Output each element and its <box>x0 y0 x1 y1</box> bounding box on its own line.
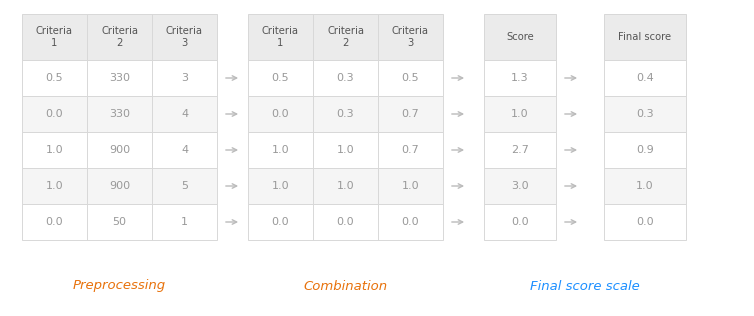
Text: 0.0: 0.0 <box>46 109 63 119</box>
Bar <box>604 168 686 204</box>
Bar <box>604 60 686 96</box>
Bar <box>22 60 217 96</box>
Text: 3.0: 3.0 <box>511 181 529 191</box>
Text: 0.0: 0.0 <box>402 217 419 227</box>
Text: Criteria
2: Criteria 2 <box>101 26 138 48</box>
Text: 0.0: 0.0 <box>337 217 354 227</box>
Text: Final score: Final score <box>618 32 672 42</box>
Bar <box>22 168 217 204</box>
Bar <box>248 60 443 96</box>
Text: Criteria
3: Criteria 3 <box>392 26 429 48</box>
Bar <box>484 96 556 132</box>
Bar <box>22 204 217 240</box>
Bar <box>22 96 217 132</box>
Text: 50: 50 <box>112 217 127 227</box>
Text: Criteria
1: Criteria 1 <box>262 26 299 48</box>
Text: 4: 4 <box>181 109 188 119</box>
Text: 900: 900 <box>109 181 130 191</box>
Text: 1.0: 1.0 <box>636 181 654 191</box>
Bar <box>248 168 443 204</box>
Text: Criteria
1: Criteria 1 <box>36 26 73 48</box>
Text: Preprocessing: Preprocessing <box>73 279 166 293</box>
Bar <box>604 96 686 132</box>
Text: 0.0: 0.0 <box>271 217 290 227</box>
Text: 1.0: 1.0 <box>511 109 529 119</box>
Text: Final score scale: Final score scale <box>530 279 640 293</box>
Text: 0.0: 0.0 <box>46 217 63 227</box>
Text: 0.0: 0.0 <box>636 217 654 227</box>
Text: 0.3: 0.3 <box>337 109 354 119</box>
Text: 2.7: 2.7 <box>511 145 529 155</box>
Text: 0.9: 0.9 <box>636 145 654 155</box>
Bar <box>484 132 556 168</box>
Text: 0.3: 0.3 <box>636 109 654 119</box>
Text: 0.5: 0.5 <box>271 73 290 83</box>
Text: 1.3: 1.3 <box>511 73 529 83</box>
Text: 3: 3 <box>181 73 188 83</box>
Text: 0.5: 0.5 <box>402 73 419 83</box>
Bar <box>604 14 686 60</box>
Bar <box>248 204 443 240</box>
Bar <box>484 60 556 96</box>
Bar <box>484 204 556 240</box>
Text: 0.0: 0.0 <box>511 217 529 227</box>
Text: 1.0: 1.0 <box>46 145 63 155</box>
Bar <box>484 168 556 204</box>
Text: 900: 900 <box>109 145 130 155</box>
Bar <box>248 132 443 168</box>
Text: Criteria
2: Criteria 2 <box>327 26 364 48</box>
Text: 330: 330 <box>109 73 130 83</box>
Bar <box>22 132 217 168</box>
Text: Score: Score <box>506 32 534 42</box>
Text: 0.0: 0.0 <box>271 109 290 119</box>
Text: 4: 4 <box>181 145 188 155</box>
Text: 1.0: 1.0 <box>46 181 63 191</box>
Text: 0.3: 0.3 <box>337 73 354 83</box>
Text: Criteria
3: Criteria 3 <box>166 26 203 48</box>
Text: 1.0: 1.0 <box>337 181 354 191</box>
Bar <box>248 14 443 60</box>
Bar <box>22 14 217 60</box>
Bar <box>248 96 443 132</box>
Text: 1.0: 1.0 <box>402 181 419 191</box>
Text: 0.7: 0.7 <box>402 109 419 119</box>
Text: 0.4: 0.4 <box>636 73 654 83</box>
Text: 0.5: 0.5 <box>46 73 63 83</box>
Text: 330: 330 <box>109 109 130 119</box>
Text: Combination: Combination <box>303 279 388 293</box>
Bar <box>604 204 686 240</box>
Bar <box>604 132 686 168</box>
Text: 5: 5 <box>181 181 188 191</box>
Text: 1.0: 1.0 <box>271 145 290 155</box>
Text: 1: 1 <box>181 217 188 227</box>
Text: 1.0: 1.0 <box>337 145 354 155</box>
Bar <box>484 14 556 60</box>
Text: 1.0: 1.0 <box>271 181 290 191</box>
Text: 0.7: 0.7 <box>402 145 419 155</box>
